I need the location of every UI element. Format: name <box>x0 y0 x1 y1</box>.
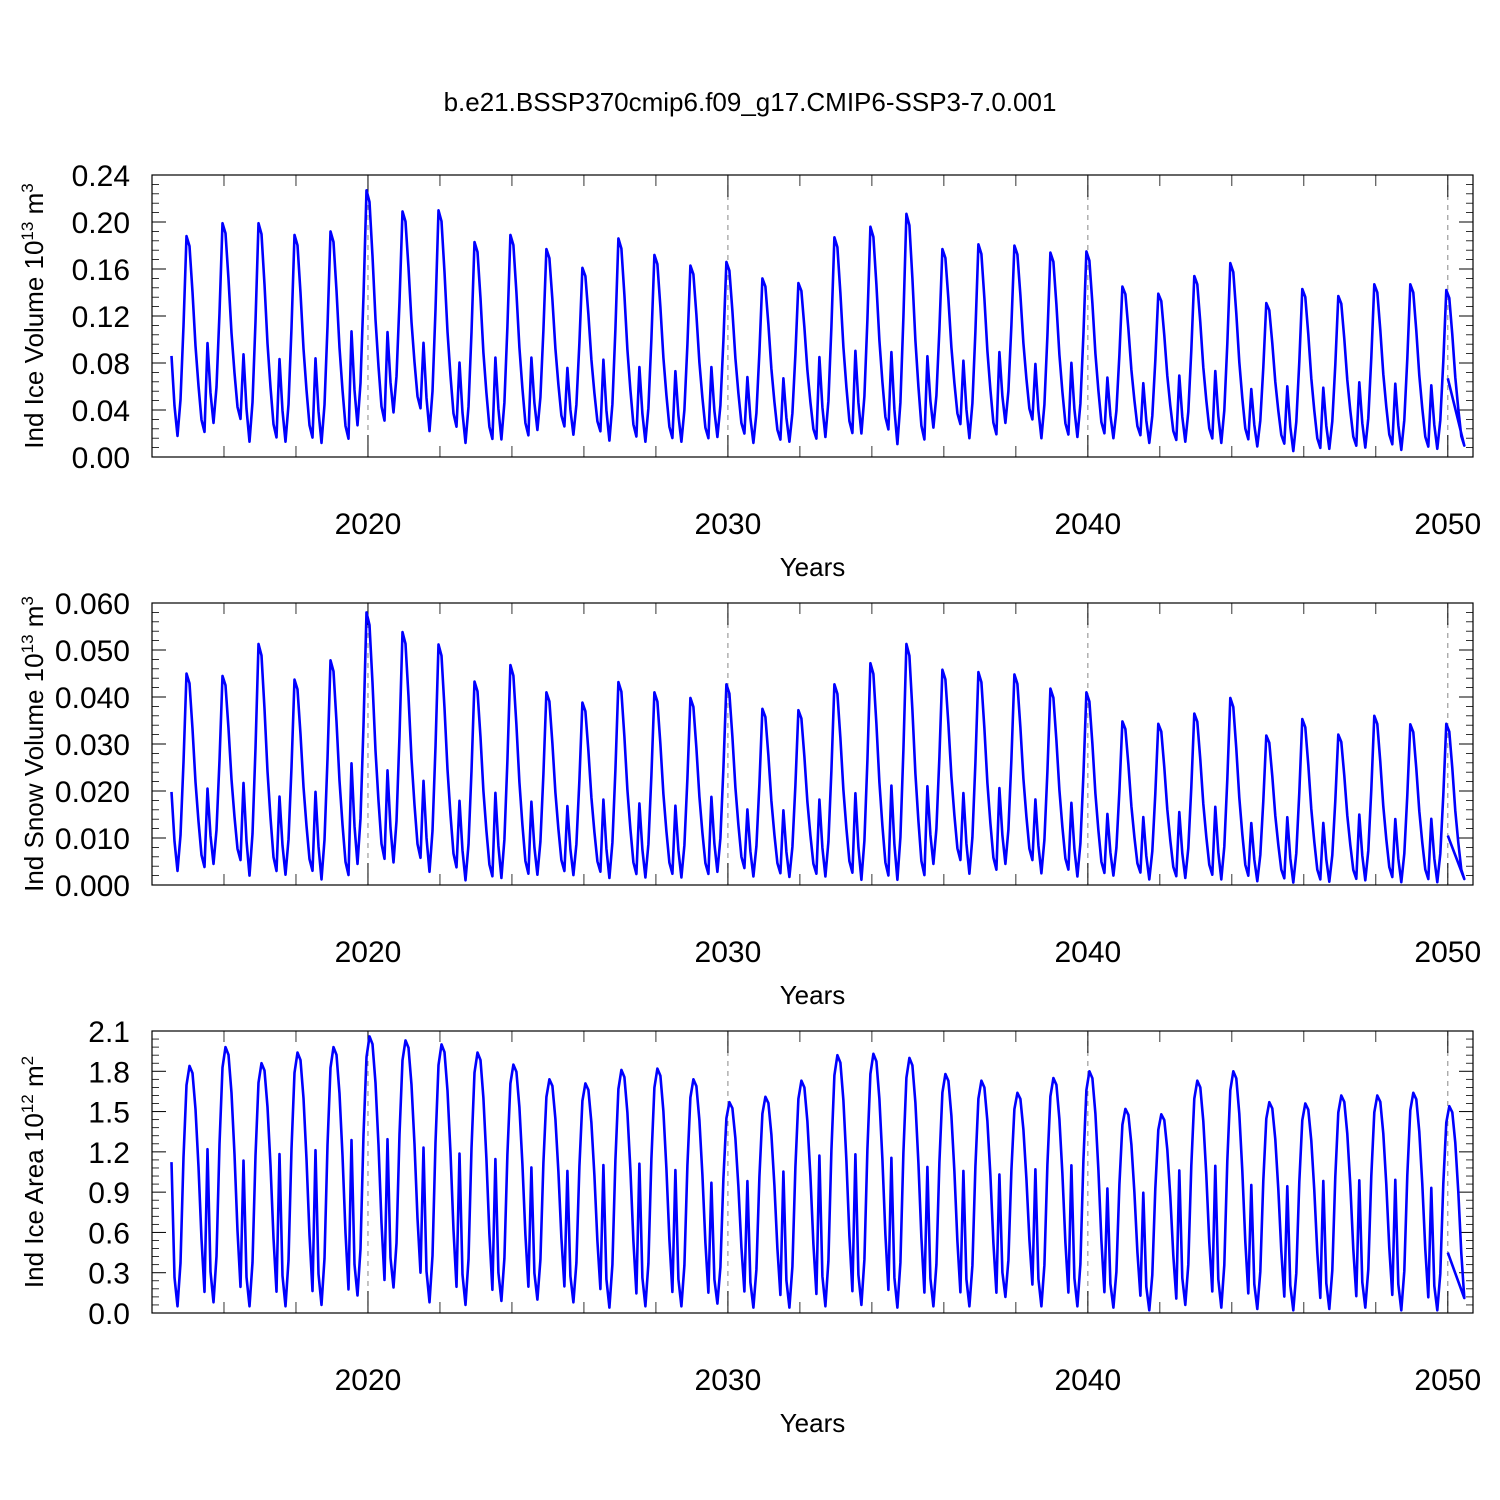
y-label-superscript: 3 <box>18 596 37 605</box>
y-tick-label: 1.2 <box>88 1137 130 1170</box>
y-axis-label: Ind Snow Volume 1013 m3 <box>18 596 49 892</box>
x-tick-label: 2050 <box>1414 1364 1481 1397</box>
x-tick-label: 2020 <box>335 1364 402 1397</box>
y-tick-label: 0.08 <box>72 348 130 381</box>
x-tick-label: 2030 <box>695 936 762 969</box>
y-tick-label: 1.5 <box>88 1097 130 1130</box>
y-label-text: m <box>19 1065 49 1094</box>
y-tick-label: 0.24 <box>72 160 130 193</box>
y-tick-label: 1.8 <box>88 1056 130 1089</box>
y-label-superscript: 12 <box>18 1094 37 1113</box>
y-label-text: m <box>19 606 49 635</box>
y-tick-label: 0.060 <box>55 588 130 621</box>
x-axis-label: Years <box>780 980 846 1010</box>
y-axis-label: Ind Ice Area 1012 m2 <box>18 1056 49 1288</box>
y-label-text: Ind Snow Volume 10 <box>19 653 49 892</box>
chart-panel-2: 0.000 0.010 0.020 0.030 0.040 0.050 0.060 2020 2… <box>18 588 1481 1010</box>
x-tick-label: 2050 <box>1414 936 1481 969</box>
y-tick-label: 0.00 <box>72 442 130 475</box>
y-label-superscript: 13 <box>18 634 37 653</box>
y-label-text: Ind Ice Area 10 <box>19 1113 49 1288</box>
y-label-text: m <box>19 193 49 222</box>
x-axis-label: Years <box>780 552 846 582</box>
x-axis-label: Years <box>780 1408 846 1438</box>
y-tick-label: 0.030 <box>55 729 130 762</box>
y-tick-label: 0.12 <box>72 301 130 334</box>
y-tick-label: 0.010 <box>55 823 130 856</box>
x-tick-label: 2050 <box>1414 508 1481 541</box>
y-label-superscript: 3 <box>18 183 37 192</box>
y-tick-label: 0.0 <box>88 1298 130 1331</box>
y-tick-label: 0.04 <box>72 395 130 428</box>
x-tick-label: 2040 <box>1054 508 1121 541</box>
x-tick-label: 2030 <box>695 508 762 541</box>
series-line <box>170 611 1466 884</box>
x-tick-label: 2030 <box>695 1364 762 1397</box>
y-tick-label: 0.040 <box>55 682 130 715</box>
series-line <box>170 189 1466 453</box>
y-tick-label: 0.050 <box>55 635 130 668</box>
y-label-text: Ind Ice Volume 10 <box>19 241 49 449</box>
panels: 0.00 0.04 0.08 0.12 0.16 0.20 0.24 2020 2030 2040… <box>18 160 1481 1438</box>
y-tick-label: 0.000 <box>55 870 130 903</box>
x-tick-label: 2020 <box>335 508 402 541</box>
y-tick-label: 0.6 <box>88 1217 130 1250</box>
x-tick-label: 2040 <box>1054 936 1121 969</box>
plot-frame <box>151 1030 1474 1314</box>
chart-title: b.e21.BSSP370cmip6.f09_g17.CMIP6-SSP3-7.… <box>444 87 1057 117</box>
x-tick-label: 2020 <box>335 936 402 969</box>
x-tick-label: 2040 <box>1054 1364 1121 1397</box>
y-tick-label: 2.1 <box>88 1016 130 1049</box>
y-label-superscript: 2 <box>18 1056 37 1065</box>
y-tick-label: 0.9 <box>88 1177 130 1210</box>
chart-panel-1: 0.00 0.04 0.08 0.12 0.16 0.20 0.24 2020 2030 2040… <box>18 160 1481 582</box>
y-tick-label: 0.16 <box>72 254 130 287</box>
y-tick-label: 0.20 <box>72 207 130 240</box>
chart-panel-3: 0.0 0.3 0.6 0.9 1.2 1.5 1.8 2.1 2020 2030 2040 2050… <box>18 1016 1481 1438</box>
y-label-superscript: 13 <box>18 222 37 241</box>
series-line <box>170 1035 1466 1312</box>
y-tick-label: 0.3 <box>88 1258 130 1291</box>
y-tick-label: 0.020 <box>55 776 130 809</box>
y-axis-label: Ind Ice Volume 1013 m3 <box>18 183 49 448</box>
